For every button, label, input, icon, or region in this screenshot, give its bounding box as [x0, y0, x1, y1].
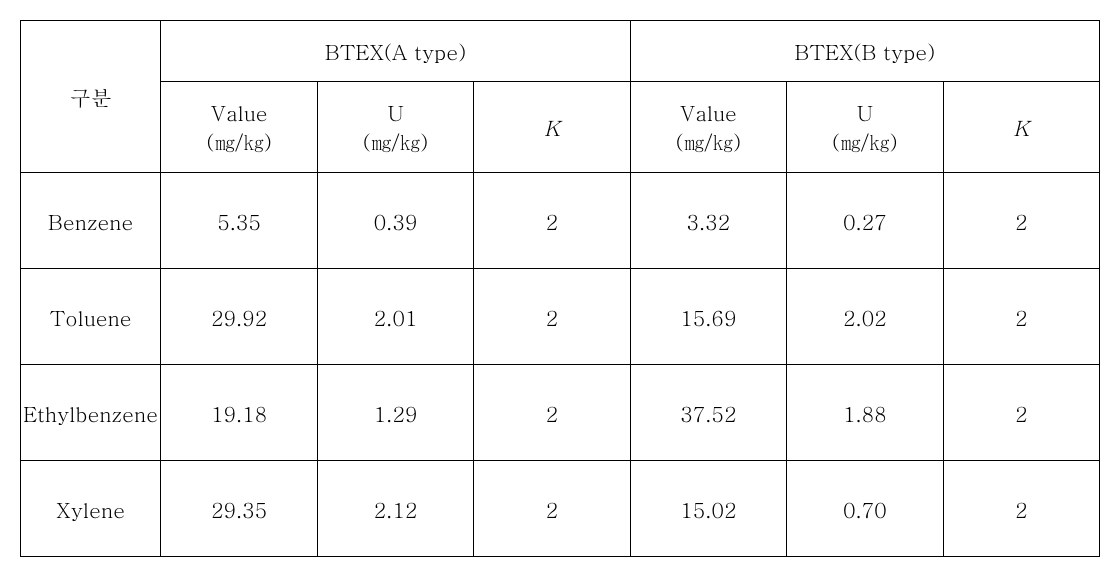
table-header: 구분 BTEX(A type) BTEX(B type) Value (㎎/㎏)…: [21, 21, 1100, 173]
cell-b-u: 2.02: [787, 269, 943, 365]
header-a-k: K: [474, 82, 630, 173]
row-label: Benzene: [21, 173, 161, 269]
cell-b-k: 2: [943, 173, 1100, 269]
table-row: Benzene 5.35 0.39 2 3.32 0.27 2: [21, 173, 1100, 269]
header-b-k: K: [943, 82, 1100, 173]
row-label: Toluene: [21, 269, 161, 365]
header-a-value-l2: (㎎/㎏): [161, 127, 316, 156]
cell-a-k: 2: [474, 461, 630, 557]
header-row-label: 구분: [21, 21, 161, 173]
cell-b-k: 2: [943, 269, 1100, 365]
cell-a-k: 2: [474, 173, 630, 269]
cell-a-value: 19.18: [161, 365, 317, 461]
cell-b-k: 2: [943, 365, 1100, 461]
header-group-a: BTEX(A type): [161, 21, 630, 82]
row-label: Xylene: [21, 461, 161, 557]
cell-b-value: 15.02: [630, 461, 786, 557]
btex-table-container: 구분 BTEX(A type) BTEX(B type) Value (㎎/㎏)…: [20, 20, 1100, 557]
header-a-value: Value (㎎/㎏): [161, 82, 317, 173]
header-b-u-l2: (㎎/㎏): [787, 127, 942, 156]
header-b-u: U (㎎/㎏): [787, 82, 943, 173]
cell-a-k: 2: [474, 269, 630, 365]
cell-a-u: 1.29: [317, 365, 473, 461]
cell-a-u: 2.01: [317, 269, 473, 365]
header-a-u-l2: (㎎/㎏): [318, 127, 473, 156]
cell-a-k: 2: [474, 365, 630, 461]
table-body: Benzene 5.35 0.39 2 3.32 0.27 2 Toluene …: [21, 173, 1100, 557]
cell-a-value: 29.35: [161, 461, 317, 557]
header-a-u-l1: U: [318, 98, 473, 127]
header-b-value-l1: Value: [631, 98, 786, 127]
header-a-u: U (㎎/㎏): [317, 82, 473, 173]
cell-b-u: 1.88: [787, 365, 943, 461]
cell-b-value: 15.69: [630, 269, 786, 365]
header-b-u-l1: U: [787, 98, 942, 127]
btex-table: 구분 BTEX(A type) BTEX(B type) Value (㎎/㎏)…: [20, 20, 1100, 557]
row-label: Ethylbenzene: [21, 365, 161, 461]
cell-b-u: 0.70: [787, 461, 943, 557]
cell-a-u: 2.12: [317, 461, 473, 557]
cell-b-u: 0.27: [787, 173, 943, 269]
cell-a-value: 5.35: [161, 173, 317, 269]
cell-a-value: 29.92: [161, 269, 317, 365]
header-b-value-l2: (㎎/㎏): [631, 127, 786, 156]
header-a-value-l1: Value: [161, 98, 316, 127]
table-row: Xylene 29.35 2.12 2 15.02 0.70 2: [21, 461, 1100, 557]
table-row: Toluene 29.92 2.01 2 15.69 2.02 2: [21, 269, 1100, 365]
header-group-b: BTEX(B type): [630, 21, 1099, 82]
cell-b-value: 3.32: [630, 173, 786, 269]
header-b-value: Value (㎎/㎏): [630, 82, 786, 173]
cell-b-k: 2: [943, 461, 1100, 557]
cell-b-value: 37.52: [630, 365, 786, 461]
table-row: Ethylbenzene 19.18 1.29 2 37.52 1.88 2: [21, 365, 1100, 461]
cell-a-u: 0.39: [317, 173, 473, 269]
